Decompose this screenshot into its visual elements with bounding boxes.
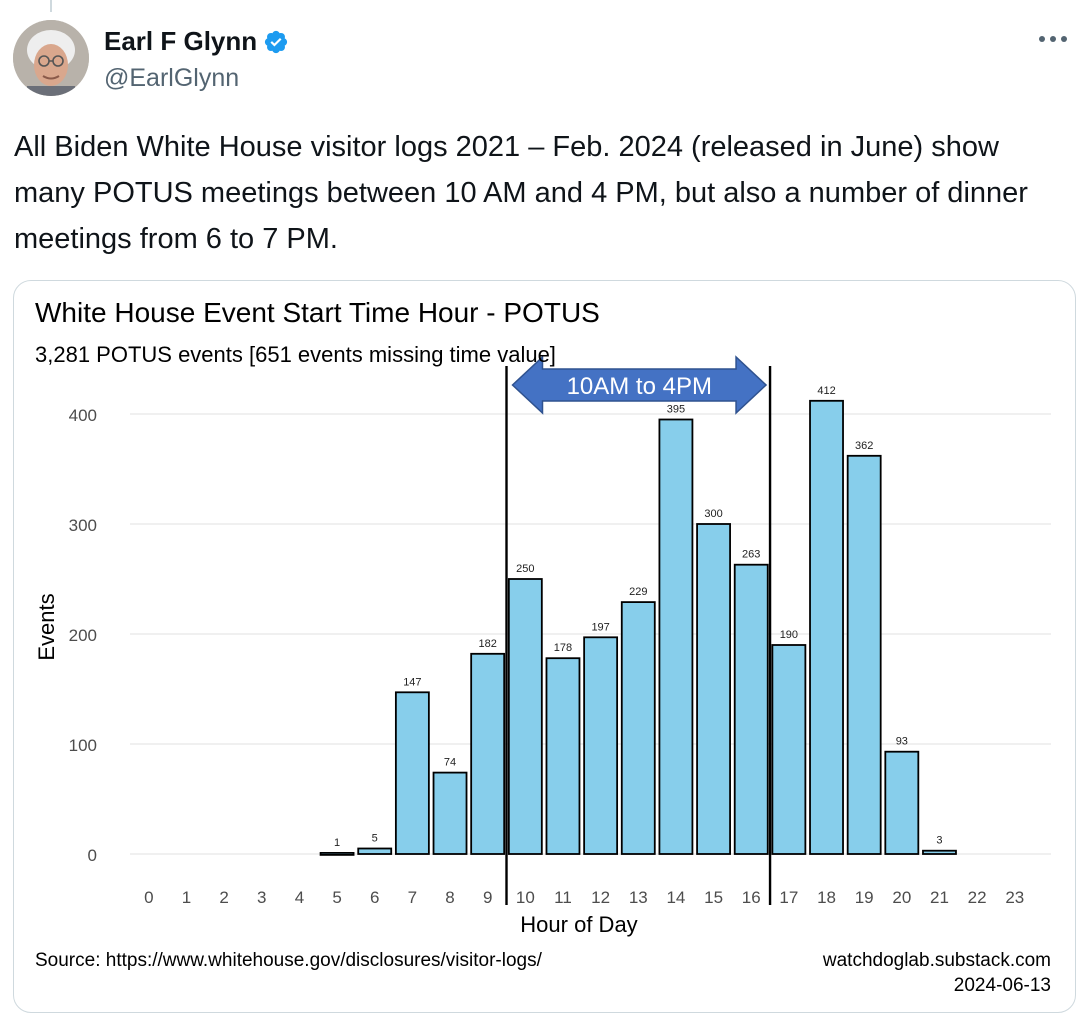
- x-tick-label: 7: [408, 888, 417, 907]
- y-axis-title: Events: [34, 593, 59, 660]
- x-tick-label: 11: [554, 888, 572, 907]
- bar-value-label: 412: [817, 385, 835, 397]
- x-tick-label: 13: [629, 888, 648, 907]
- y-tick-label: 100: [69, 736, 97, 755]
- y-tick-label: 300: [69, 516, 97, 535]
- more-options-button[interactable]: [1033, 24, 1073, 54]
- bar-value-label: 362: [855, 440, 873, 452]
- verified-badge-icon: [265, 30, 288, 53]
- bar-hour-9: [470, 652, 506, 855]
- x-tick-label: 4: [295, 888, 304, 907]
- x-tick-label: 9: [483, 888, 492, 907]
- bar-hour-6: [357, 847, 393, 855]
- bar-value-label: 263: [742, 549, 760, 561]
- avatar-image: [13, 20, 89, 96]
- bar-value-label: 395: [667, 404, 685, 416]
- x-tick-label: 12: [591, 888, 610, 907]
- more-options-icon: [1039, 36, 1067, 42]
- x-tick-label: 10: [516, 888, 535, 907]
- x-tick-label: 23: [1005, 888, 1024, 907]
- bar-value-label: 178: [554, 642, 572, 654]
- avatar[interactable]: [13, 20, 89, 96]
- x-tick-label: 21: [930, 888, 949, 907]
- bar-hour-18: [809, 399, 844, 855]
- x-tick-label: 0: [144, 888, 153, 907]
- bar-hour-16: [733, 563, 769, 855]
- y-tick-label: 400: [69, 406, 97, 425]
- author-handle[interactable]: @EarlGlynn: [104, 64, 240, 92]
- bar-value-label: 250: [516, 563, 534, 575]
- bar-hour-10: [507, 578, 543, 855]
- bar-value-label: 300: [704, 508, 722, 520]
- x-tick-label: 3: [257, 888, 266, 907]
- x-tick-label: 16: [742, 888, 761, 907]
- range-double-arrow: [511, 355, 768, 415]
- tweet-media-chart[interactable]: 1 5 147 74 182 250 178 197 229 395 300 263 190 412 362…: [13, 280, 1076, 1013]
- tweet-text: All Biden White House visitor logs 2021 …: [14, 131, 1028, 255]
- bar-hour-13: [620, 601, 656, 855]
- bar-value-label: 3: [936, 835, 942, 847]
- y-tick-label: 0: [88, 846, 97, 865]
- x-axis-title: Hour of Day: [520, 912, 637, 937]
- chart-source: Source: https://www.whitehouse.gov/discl…: [35, 950, 543, 971]
- x-tick-label: 15: [704, 888, 723, 907]
- bar-hour-14: [658, 418, 694, 855]
- x-tick-label: 17: [779, 888, 798, 907]
- bar-chart: 1 514774182250178197229395300263190412362…: [34, 297, 1051, 996]
- x-tick-label: 20: [892, 888, 911, 907]
- bar-value-label: 229: [629, 586, 647, 598]
- bar-value-label: 190: [780, 629, 798, 641]
- bar-hour-17: [771, 644, 807, 855]
- x-tick-label: 5: [332, 888, 341, 907]
- chart-title: White House Event Start Time Hour - POTU…: [35, 297, 600, 328]
- x-tick-label: 18: [817, 888, 836, 907]
- thread-connector-line: [50, 0, 52, 12]
- bar-hour-11: [545, 657, 581, 855]
- bar-hour-5: [319, 852, 355, 856]
- x-tick-label: 22: [968, 888, 987, 907]
- y-tick-label: 200: [69, 626, 97, 645]
- bar-value-label: 1: [334, 837, 340, 849]
- bar-hour-19: [846, 454, 882, 855]
- bar-value-label: 182: [478, 638, 496, 650]
- x-tick-label: 6: [370, 888, 379, 907]
- x-tick-label: 19: [855, 888, 874, 907]
- chart-credit: watchdoglab.substack.com: [822, 950, 1051, 971]
- x-tick-label: 1: [182, 888, 191, 907]
- author-name[interactable]: Earl F Glynn: [104, 26, 258, 56]
- bar-value-label: 5: [372, 833, 378, 845]
- x-tick-label: 8: [445, 888, 454, 907]
- bar-hour-7: [394, 691, 430, 855]
- chart-date: 2024-06-13: [954, 975, 1051, 996]
- bar-value-label: 147: [403, 676, 421, 688]
- x-tick-label: 14: [666, 888, 685, 907]
- bar-value-label: 74: [444, 757, 456, 769]
- chart-subtitle: 3,281 POTUS events [651 events missing t…: [35, 342, 556, 367]
- bar-hour-8: [432, 771, 468, 855]
- bar-value-label: 197: [591, 621, 609, 633]
- bar-hour-21: [922, 849, 957, 855]
- bar-hour-12: [583, 636, 619, 855]
- x-tick-label: 2: [219, 888, 228, 907]
- range-arrow-label: 10AM to 4PM: [567, 373, 712, 400]
- bar-value-label: 93: [896, 736, 908, 748]
- bar-hour-20: [884, 750, 920, 855]
- bar-hour-15: [696, 523, 731, 855]
